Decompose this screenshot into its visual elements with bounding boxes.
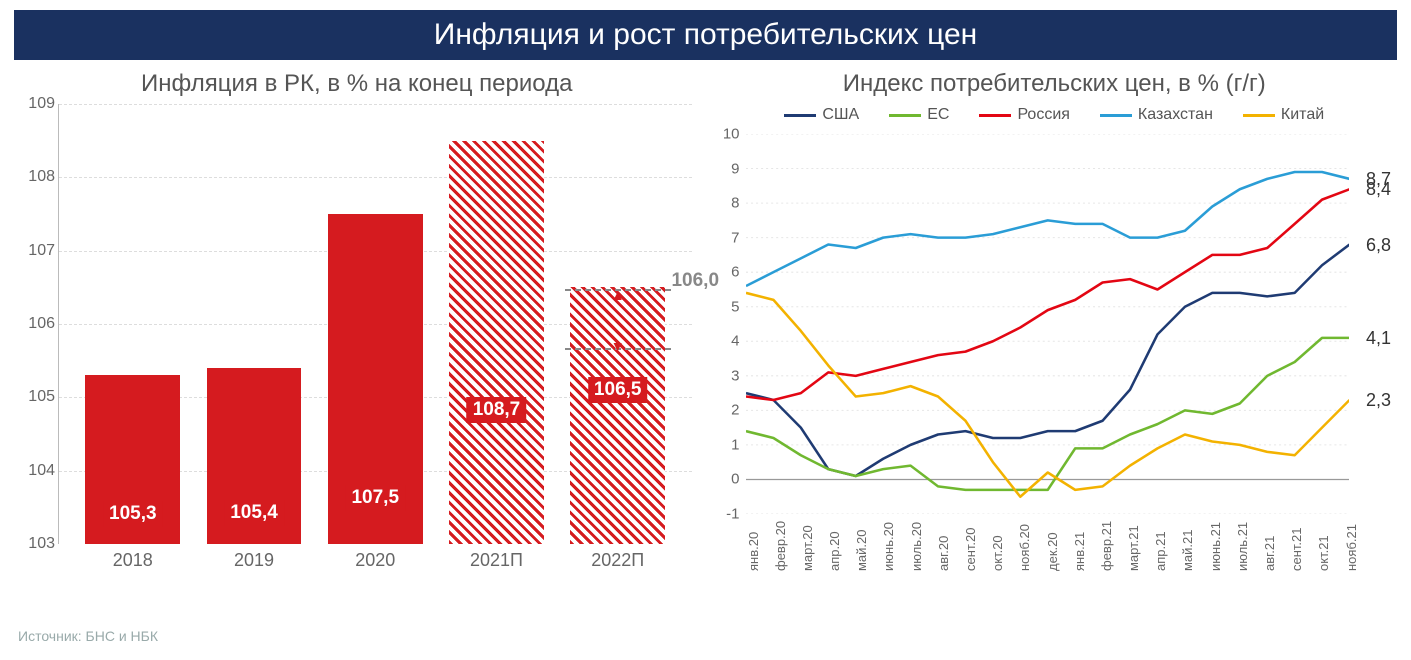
bar: 105,3 (85, 375, 180, 544)
series-end-label: 2,3 (1366, 390, 1391, 411)
line-chart-title: Индекс потребительских цен, в % (г/г) (712, 70, 1398, 98)
bar-y-tick: 105 (15, 388, 55, 406)
bar-gridline (59, 177, 692, 178)
arrow-icon: ▲▼ (611, 291, 625, 350)
line-plot-area: США ЕС Россия Казахстан Китай -1 0 1 2 3 4 5 6 7 8 9 10… (712, 104, 1398, 584)
line-y-tick: 7 (712, 229, 740, 246)
legend-swatch (889, 114, 921, 117)
line-x-tick: нояб.21 (1344, 524, 1359, 571)
bar-value-label: 105,4 (224, 500, 284, 526)
series-line (746, 293, 1350, 497)
bar-x-tick: 2019 (234, 550, 274, 571)
bar-y-tick: 109 (15, 95, 55, 113)
series-end-label: 6,8 (1366, 235, 1391, 256)
bar: 108,7 (449, 141, 544, 544)
charts-container: Инфляция в РК, в % на конец периода 1031… (0, 70, 1411, 584)
bar-gridline (59, 104, 692, 105)
page-title: Инфляция и рост потребительских цен (14, 10, 1397, 60)
bar: 105,4 (207, 368, 302, 544)
line-y-tick: 0 (712, 471, 740, 488)
line-x-tick: янв.21 (1072, 532, 1087, 571)
line-y-tick: 3 (712, 367, 740, 384)
bar-x-tick: 2021П (470, 550, 523, 571)
line-x-tick: авг.21 (1262, 536, 1277, 571)
series-line (746, 172, 1350, 286)
line-x-tick: окт.21 (1316, 535, 1331, 571)
line-y-tick: 2 (712, 402, 740, 419)
legend-item: США (784, 106, 859, 124)
legend-swatch (1100, 114, 1132, 117)
series-line (746, 245, 1350, 476)
line-x-tick: окт.20 (990, 535, 1005, 571)
bar-y-tick: 104 (15, 462, 55, 480)
bar-y-tick: 103 (15, 535, 55, 553)
legend-item: ЕС (889, 106, 949, 124)
line-x-tick: март.21 (1126, 525, 1141, 571)
line-x-tick: нояб.20 (1017, 524, 1032, 571)
line-x-tick: июнь.21 (1208, 522, 1223, 571)
line-x-tick: май.21 (1180, 529, 1195, 571)
line-x-tick: сент.21 (1289, 528, 1304, 572)
bar-x-tick: 2018 (113, 550, 153, 571)
line-plot (746, 134, 1350, 514)
bar-value-label: 107,5 (345, 485, 405, 511)
legend-item: Казахстан (1100, 106, 1213, 124)
legend-label: США (822, 106, 859, 124)
legend-swatch (979, 114, 1011, 117)
line-chart-panel: Индекс потребительских цен, в % (г/г) СШ… (712, 70, 1398, 584)
bar: 106,5 ▲▼ (570, 287, 665, 544)
line-x-tick: февр.21 (1099, 521, 1114, 571)
line-x-tick: янв.20 (746, 532, 761, 571)
line-svg (746, 134, 1350, 514)
legend-label: Казахстан (1138, 106, 1213, 124)
bar-plot-area: 103104105106107108109105,32018105,420191… (14, 104, 700, 584)
bar-chart-panel: Инфляция в РК, в % на конец периода 1031… (14, 70, 700, 584)
line-y-tick: 10 (712, 126, 740, 143)
bar-value-label: 106,5 (588, 377, 648, 403)
legend-label: Китай (1281, 106, 1324, 124)
line-x-tick: февр.20 (773, 521, 788, 571)
bar-plot: 103104105106107108109105,32018105,420191… (58, 104, 692, 544)
bar-y-tick: 106 (15, 315, 55, 333)
series-line (746, 338, 1350, 490)
line-x-tick: май.20 (854, 529, 869, 571)
line-x-tick: сент.20 (963, 528, 978, 572)
line-x-tick: апр.21 (1153, 531, 1168, 571)
line-y-tick: 5 (712, 298, 740, 315)
line-x-tick: июль.21 (1235, 522, 1250, 571)
line-legend: США ЕС Россия Казахстан Китай (712, 104, 1398, 128)
line-x-tick: дек.20 (1045, 532, 1060, 571)
source-label: Источник: БНС и НБК (18, 628, 158, 644)
bar-y-tick: 107 (15, 242, 55, 260)
legend-swatch (1243, 114, 1275, 117)
line-y-tick: -1 (712, 506, 740, 523)
line-x-tick: апр.20 (827, 531, 842, 571)
line-y-tick: 1 (712, 436, 740, 453)
legend-swatch (784, 114, 816, 117)
bar-value-label: 105,3 (103, 501, 163, 527)
bar-x-tick: 2022П (591, 550, 644, 571)
series-end-label: 8,7 (1366, 169, 1391, 190)
bar-y-tick: 108 (15, 168, 55, 186)
line-y-tick: 4 (712, 333, 740, 350)
line-x-tick: июль.20 (909, 522, 924, 571)
bar-x-tick: 2020 (355, 550, 395, 571)
line-x-tick: авг.20 (936, 536, 951, 571)
line-x-tick: июнь.20 (881, 522, 896, 571)
line-x-tick: март.20 (800, 525, 815, 571)
bar-chart-title: Инфляция в РК, в % на конец периода (14, 70, 700, 98)
legend-label: ЕС (927, 106, 949, 124)
line-y-tick: 6 (712, 264, 740, 281)
legend-label: Россия (1017, 106, 1069, 124)
line-y-tick: 8 (712, 195, 740, 212)
legend-item: Китай (1243, 106, 1324, 124)
line-y-tick: 9 (712, 160, 740, 177)
bar: 107,5 (328, 214, 423, 544)
legend-item: Россия (979, 106, 1069, 124)
series-end-label: 4,1 (1366, 328, 1391, 349)
bar-value-label: 108,7 (467, 397, 527, 423)
